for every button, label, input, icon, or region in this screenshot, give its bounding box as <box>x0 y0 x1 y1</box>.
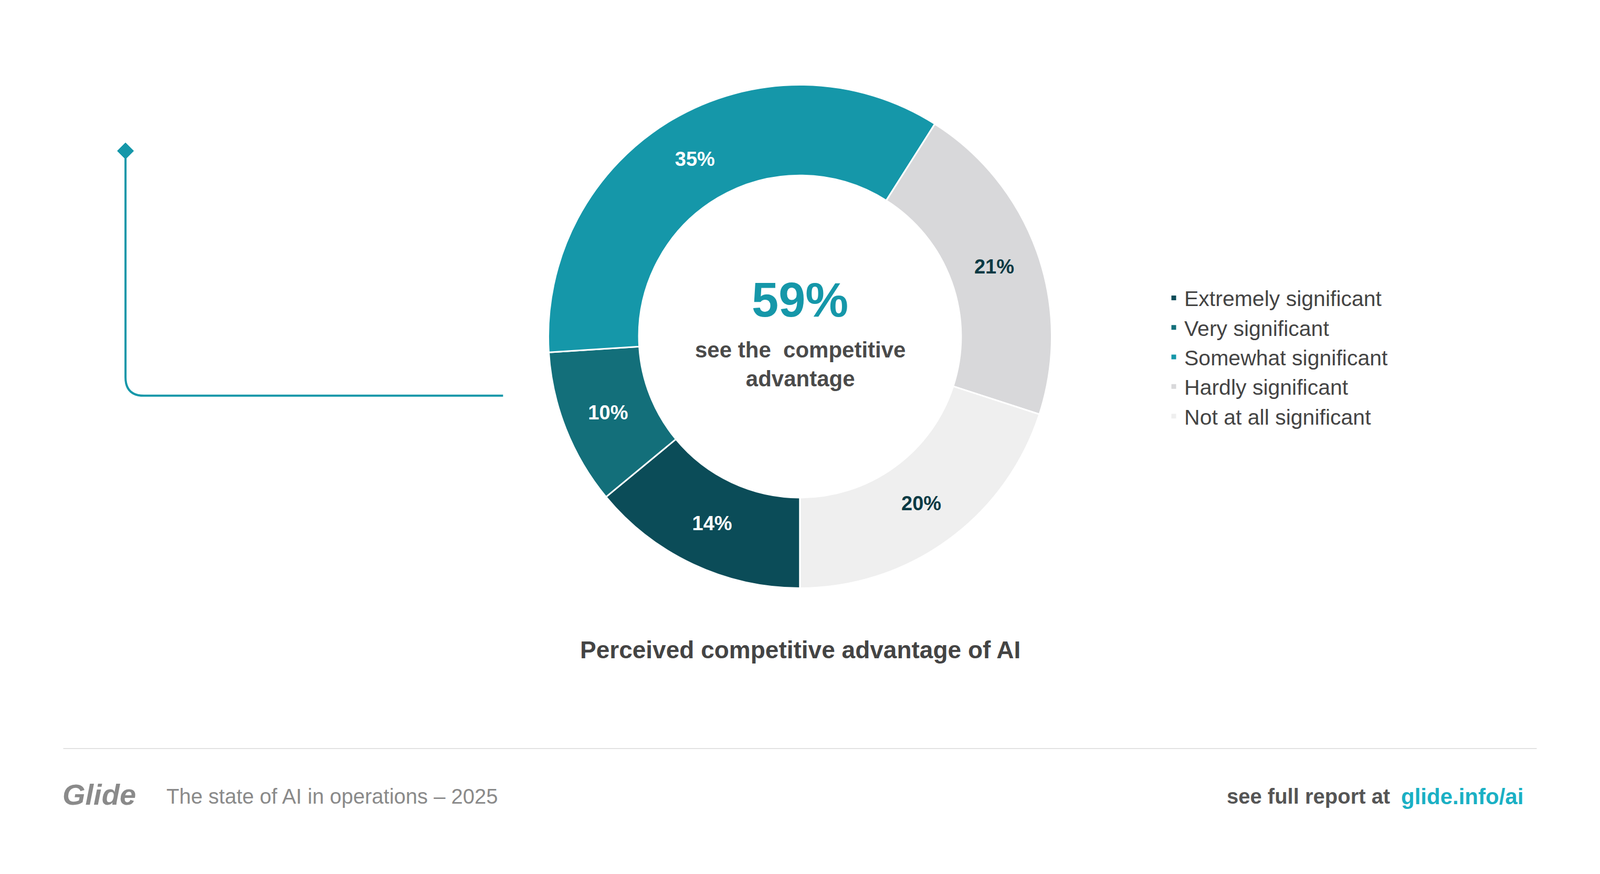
svg-text:14%: 14% <box>692 512 733 535</box>
svg-text:Extremely significant: Extremely significant <box>1184 286 1383 311</box>
svg-text:Very significant: Very significant <box>1184 316 1330 341</box>
svg-text:Perceived competitive advantag: Perceived competitive advantage of AI <box>580 636 1021 664</box>
svg-text:Glide: Glide <box>62 777 136 812</box>
svg-text:10%: 10% <box>587 401 628 424</box>
svg-text:The state of AI in operations: The state of AI in operations – 2025 <box>166 784 499 808</box>
svg-text:Not at all significant: Not at all significant <box>1184 405 1372 430</box>
svg-text:see full report at: see full report at <box>1226 784 1391 808</box>
svg-text:Somewhat significant: Somewhat significant <box>1184 345 1388 371</box>
svg-text:glide.info/ai: glide.info/ai <box>1401 784 1524 809</box>
svg-text:21%: 21% <box>974 255 1015 278</box>
svg-text:59%: 59% <box>751 272 849 327</box>
svg-text:20%: 20% <box>901 492 942 515</box>
svg-text:35%: 35% <box>675 148 715 171</box>
svg-text:see the competitiveadvantage: see the competitiveadvantage <box>695 337 906 392</box>
svg-text:Hardly significant: Hardly significant <box>1184 375 1349 400</box>
